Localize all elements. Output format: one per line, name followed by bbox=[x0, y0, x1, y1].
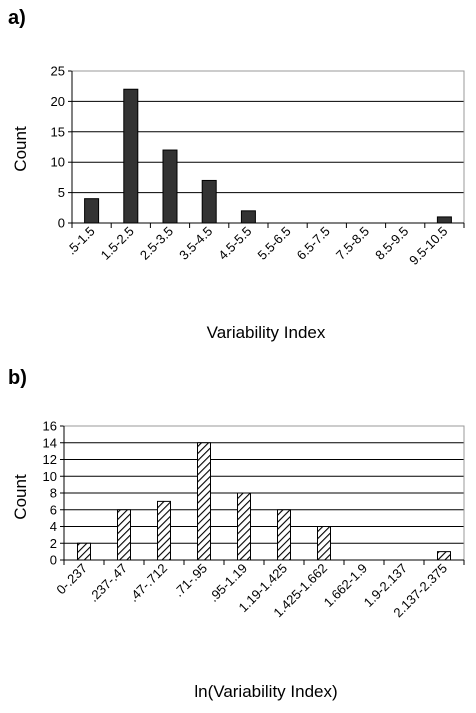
y-tick-label: 16 bbox=[43, 419, 57, 434]
bar bbox=[84, 198, 100, 224]
x-tick-label: 9.5-10.5 bbox=[406, 224, 450, 268]
x-tick-label: 3.5-4.5 bbox=[176, 224, 215, 263]
y-tick-label: 0 bbox=[58, 216, 65, 231]
y-tick-label: 15 bbox=[51, 124, 65, 139]
y-tick-label: 20 bbox=[51, 94, 65, 109]
bar bbox=[277, 509, 291, 561]
y-tick-label: 10 bbox=[51, 155, 65, 170]
bar bbox=[162, 149, 178, 224]
bar bbox=[201, 179, 217, 224]
x-tick-label: 4.5-5.5 bbox=[215, 224, 254, 263]
y-tick-label: 4 bbox=[50, 519, 57, 534]
x-tick-label: 6.5-7.5 bbox=[294, 224, 333, 263]
y-tick-label: 8 bbox=[50, 486, 57, 501]
bar bbox=[240, 210, 256, 224]
x-axis-title-a: Variability Index bbox=[207, 323, 326, 342]
y-tick-label: 0 bbox=[50, 553, 57, 568]
x-tick-labels-b: 0-.237.237-.47.47-.712.71-.95.95-1.191.1… bbox=[53, 561, 450, 621]
x-tick-label: .71-.95 bbox=[171, 561, 210, 600]
y-tick-label: 6 bbox=[50, 502, 57, 517]
bar bbox=[237, 492, 251, 561]
bars-b bbox=[77, 442, 451, 561]
x-tick-label: .47-.712 bbox=[126, 561, 170, 605]
bar bbox=[123, 88, 139, 224]
y-tick-label: 5 bbox=[58, 185, 65, 200]
y-tick-label: 12 bbox=[43, 452, 57, 467]
bar bbox=[77, 542, 91, 561]
x-axis-title-b: ln(Variability Index) bbox=[194, 682, 337, 701]
y-tick-label: 10 bbox=[43, 469, 57, 484]
bar bbox=[317, 526, 331, 561]
panel-label-a: a) bbox=[8, 7, 26, 29]
y-axis-title-a: Count bbox=[11, 126, 30, 172]
x-tick-label: 5.5-6.5 bbox=[254, 224, 293, 263]
y-tick-label: 25 bbox=[51, 64, 65, 79]
x-tick-label: 7.5-8.5 bbox=[333, 224, 372, 263]
x-tick-label: 1.5-2.5 bbox=[98, 224, 137, 263]
y-tick-labels-a: 0 5 10 15 20 25 bbox=[51, 64, 65, 231]
x-tick-label: .237-.47 bbox=[86, 561, 130, 605]
bar bbox=[157, 500, 171, 561]
chart-a: a) 0 5 10 15 20 25 .5-1.5 1.5-2.5 2.5-3.5 3.5-4.… bbox=[8, 7, 465, 342]
x-tick-label: 2.5-3.5 bbox=[137, 224, 176, 263]
bar bbox=[197, 442, 211, 561]
y-tick-label: 14 bbox=[43, 435, 57, 450]
bars-a bbox=[84, 88, 452, 224]
x-tick-label: .5-1.5 bbox=[64, 224, 98, 258]
y-tick-label: 2 bbox=[50, 536, 57, 551]
panel-label-b: b) bbox=[8, 367, 27, 389]
y-axis-title-b: Count bbox=[11, 474, 30, 520]
bar bbox=[436, 216, 452, 224]
x-tick-label: 0-.237 bbox=[53, 561, 90, 598]
bar bbox=[437, 551, 451, 561]
bar bbox=[117, 509, 131, 561]
x-tick-labels-a: .5-1.5 1.5-2.5 2.5-3.5 3.5-4.5 4.5-5.5 5.5-6.… bbox=[64, 224, 451, 268]
